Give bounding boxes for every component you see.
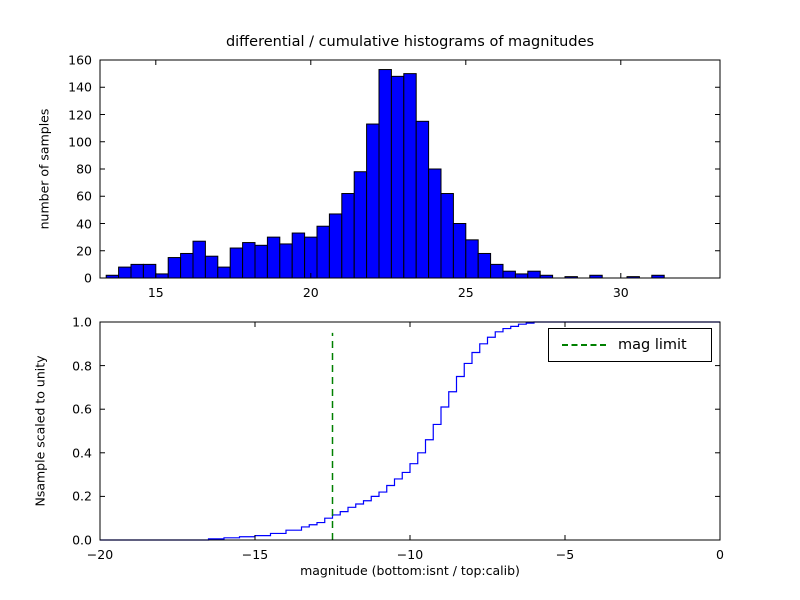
hist-bar	[279, 243, 293, 279]
hist-bar	[316, 225, 330, 279]
x-tick-label: −5	[555, 547, 575, 562]
x-tick-label: 0	[716, 547, 724, 562]
hist-bar	[378, 69, 392, 279]
x-tick-label: 30	[612, 285, 629, 300]
hist-bar	[341, 193, 355, 279]
top-y-axis-label: number of samples	[36, 108, 52, 230]
y-tick-label: 20	[76, 243, 92, 259]
hist-bar	[118, 266, 132, 279]
hist-bar	[428, 168, 442, 279]
hist-bar	[415, 120, 430, 279]
x-tick-label: −15	[241, 547, 269, 562]
x-tick-label: 25	[457, 285, 474, 300]
hist-bar	[304, 236, 318, 279]
hist-bar	[167, 257, 182, 279]
hist-bar	[328, 213, 343, 279]
hist-bar	[291, 232, 306, 279]
y-tick-label: 160	[68, 52, 92, 68]
hist-bar	[192, 240, 206, 279]
bottom-y-axis-label: Nsample scaled to unity	[32, 355, 48, 507]
hist-bar	[527, 270, 541, 279]
hist-bar	[440, 193, 454, 279]
hist-bar	[242, 242, 256, 279]
y-tick-label: 0.2	[72, 488, 92, 504]
y-tick-label: 100	[68, 134, 92, 150]
hist-bar	[229, 247, 244, 279]
y-tick-label: 1.0	[72, 314, 92, 330]
y-tick-label: 0.8	[72, 358, 92, 374]
hist-bar	[403, 73, 417, 279]
legend-dashed-line-icon	[562, 344, 606, 346]
hist-bar	[366, 123, 380, 279]
y-tick-label: 140	[68, 79, 92, 95]
hist-bar	[217, 266, 231, 279]
x-tick-label: 20	[302, 285, 319, 300]
x-tick-label: −20	[86, 547, 114, 562]
x-tick-label: 15	[147, 285, 164, 300]
hist-bar	[477, 252, 492, 279]
x-axis-label: magnitude (bottom:isnt / top:calib)	[300, 563, 520, 578]
y-tick-label: 60	[76, 188, 92, 204]
y-tick-label: 0	[84, 270, 92, 286]
y-tick-label: 80	[76, 161, 92, 177]
hist-bar	[465, 239, 479, 279]
hist-bar	[142, 263, 157, 279]
x-tick-label: −10	[396, 547, 424, 562]
hist-bar	[490, 263, 504, 279]
hist-bar	[514, 273, 529, 279]
y-tick-label: 120	[68, 107, 92, 122]
y-tick-label: 0.6	[72, 401, 92, 417]
hist-bar	[180, 252, 194, 279]
hist-bar	[155, 273, 169, 279]
y-tick-label: 40	[76, 216, 92, 231]
chart-title: differential / cumulative histograms of …	[225, 34, 595, 50]
hist-bar	[452, 223, 467, 279]
hist-bar	[390, 75, 405, 279]
legend: mag limit	[548, 328, 712, 362]
legend-label: mag limit	[618, 337, 687, 353]
hist-bar	[353, 171, 368, 279]
y-tick-label: 0.4	[72, 445, 92, 461]
y-tick-label: 0.0	[72, 532, 92, 548]
hist-bar	[204, 255, 219, 279]
hist-bar	[502, 270, 516, 279]
cumulative-step-line	[100, 321, 720, 541]
hist-bar	[130, 263, 144, 279]
hist-bar	[254, 244, 268, 279]
hist-bar	[266, 236, 281, 279]
